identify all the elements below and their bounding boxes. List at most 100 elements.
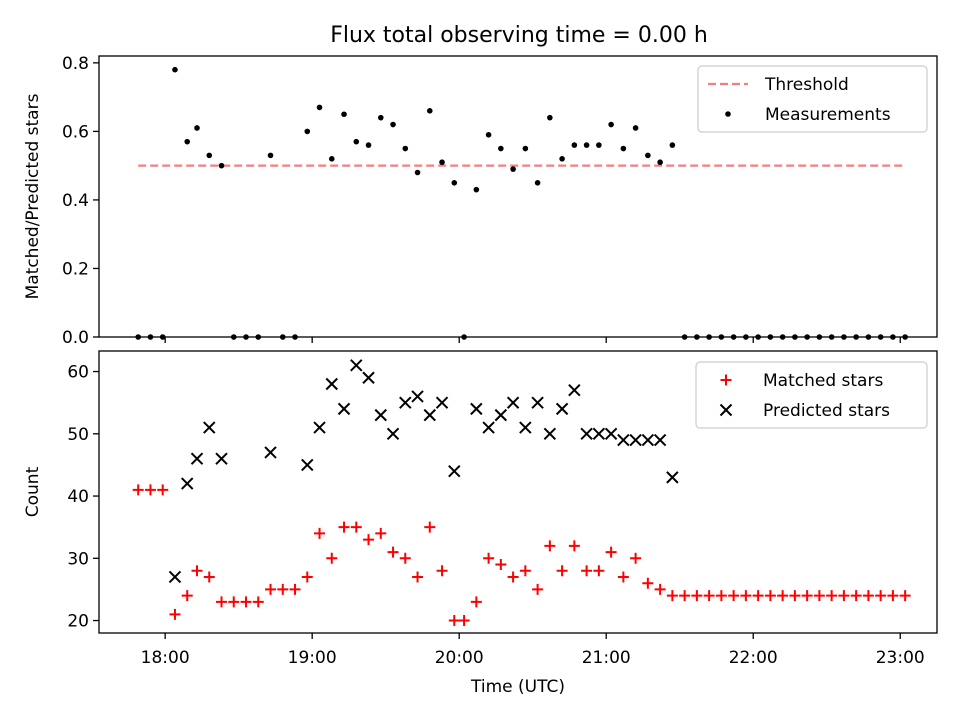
predicted-point xyxy=(494,408,508,422)
top-panel-ratio: 0.0 0.2 0.4 0.6 0.8 Matched/Predicted stars Th… xyxy=(23,54,938,348)
matched-point xyxy=(875,590,887,602)
matched-point xyxy=(228,596,240,608)
measurement-point xyxy=(583,142,590,148)
predicted-point xyxy=(264,446,277,459)
measurement-point xyxy=(316,104,323,111)
matched-point xyxy=(813,590,825,602)
y-tick-label: 0.2 xyxy=(62,259,89,279)
measurement-point xyxy=(510,166,516,172)
matched-point xyxy=(216,596,228,608)
measurement-point xyxy=(377,114,384,121)
measurement-point xyxy=(498,145,504,152)
y-tick-label: 60 xyxy=(67,363,89,383)
matched-point xyxy=(495,559,507,571)
matched-point xyxy=(144,484,156,496)
y-tick-label: 50 xyxy=(67,425,89,445)
matched-point xyxy=(532,583,544,595)
matched-point xyxy=(191,565,203,577)
predicted-point xyxy=(362,371,375,384)
measurement-point xyxy=(172,66,178,73)
measurement-point xyxy=(657,159,663,166)
matched-point xyxy=(338,521,350,533)
predicted-point xyxy=(531,396,544,409)
matched-point xyxy=(789,590,801,602)
matched-point xyxy=(470,596,482,608)
matched-point xyxy=(399,552,411,564)
predicted-point xyxy=(399,396,412,409)
measurement-point xyxy=(414,169,421,176)
matched-point xyxy=(617,571,629,583)
x-tick-label: 21:00 xyxy=(582,648,631,668)
matched-point xyxy=(483,552,495,564)
predicted-point xyxy=(374,408,387,422)
measurement-point xyxy=(608,121,614,128)
predicted-point xyxy=(337,402,351,416)
matched-point xyxy=(581,565,593,577)
measurement-point xyxy=(328,156,335,162)
measurement-point xyxy=(669,142,676,148)
x-tick-label: 20:00 xyxy=(435,648,484,668)
measurement-point xyxy=(304,128,311,135)
predicted-point xyxy=(325,377,338,391)
matched-point xyxy=(605,546,617,558)
matched-point xyxy=(375,527,387,539)
measurement-point xyxy=(534,179,541,186)
matched-point xyxy=(387,546,399,558)
measurement-point xyxy=(596,142,602,148)
matched-point xyxy=(363,534,375,546)
matched-point xyxy=(252,596,264,608)
y-axis-label: Matched/Predicted stars xyxy=(23,93,43,299)
measurement-point xyxy=(522,145,529,152)
x-axis-label: Time (UTC) xyxy=(470,677,565,697)
matched-point xyxy=(679,590,691,602)
measurement-point xyxy=(571,142,578,148)
measurement-point xyxy=(451,179,458,186)
predicted-point xyxy=(215,452,228,465)
matched-point xyxy=(838,590,850,602)
axes-frame xyxy=(98,55,938,338)
matched-point xyxy=(715,590,727,602)
matched-point xyxy=(265,583,277,595)
x-tick-label: 18:00 xyxy=(141,648,190,668)
predicted-point xyxy=(168,570,182,584)
measurement-point xyxy=(341,111,347,118)
measurement-point xyxy=(620,145,627,152)
matched-point xyxy=(424,521,436,533)
matched-point xyxy=(752,590,764,602)
matched-point xyxy=(507,571,519,583)
predicted-point xyxy=(482,421,495,434)
matched-point xyxy=(157,484,169,496)
predicted-point xyxy=(190,452,204,465)
predicted-point xyxy=(519,421,532,434)
predicted-point xyxy=(543,427,557,441)
measurement-point xyxy=(426,108,433,114)
y-axis-label: Count xyxy=(23,466,43,517)
measurement-point xyxy=(645,152,651,159)
matched-point xyxy=(691,590,703,602)
predicted-point xyxy=(386,427,400,441)
legend-matched-swatch xyxy=(720,374,732,386)
predicted-point xyxy=(629,433,642,447)
matched-point xyxy=(899,590,911,602)
matched-point xyxy=(169,608,181,620)
matched-point xyxy=(458,615,470,627)
measurement-point xyxy=(184,138,191,145)
y-tick-label: 0.4 xyxy=(62,191,89,211)
predicted-point xyxy=(604,427,618,441)
legend-box xyxy=(695,361,928,429)
legend-box xyxy=(697,65,928,133)
predicted-point xyxy=(666,471,679,484)
predicted-point xyxy=(350,359,363,372)
measurement-point xyxy=(353,138,360,145)
measurement-point xyxy=(439,159,445,166)
chart-title: Flux total observing time = 0.00 h xyxy=(330,23,708,48)
matched-point xyxy=(826,590,838,602)
x-tick-label: 23:00 xyxy=(876,648,925,668)
legend-measurement-swatch xyxy=(725,111,731,117)
matched-point xyxy=(277,583,289,595)
matched-point xyxy=(240,596,252,608)
measurement-point xyxy=(194,125,200,131)
predicted-point xyxy=(423,408,436,422)
axes-frame xyxy=(98,350,938,634)
